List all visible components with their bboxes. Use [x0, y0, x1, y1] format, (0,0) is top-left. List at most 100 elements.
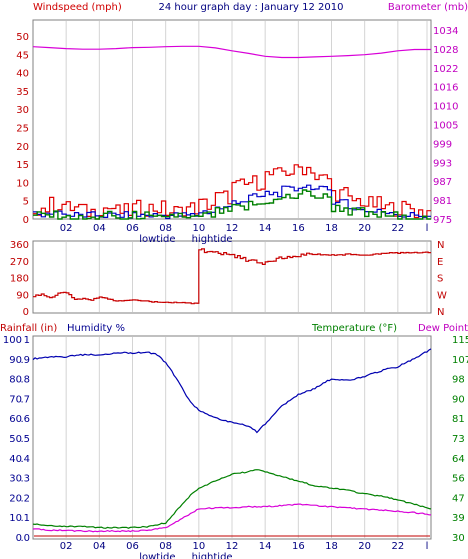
wind-x-tick-label: 22 [391, 223, 404, 234]
wind-x-tick-label: 08 [159, 223, 172, 234]
humidity-tick-label: 100 [3, 335, 22, 346]
temperature-tick-label: 64 [452, 454, 465, 465]
rainfall-tick-label: .3 [20, 474, 30, 485]
windspeed-axis-title: Windspeed (mph) [33, 2, 122, 13]
graph-title: 24 hour graph day : January 12 2010 [159, 2, 344, 13]
compass-tick-label: E [437, 257, 443, 268]
wind-x-tick-label: 12 [226, 223, 239, 234]
barometer-tick-label: 1034 [433, 26, 458, 37]
wind-series-wind [33, 189, 431, 220]
direction-tick-label: 90 [16, 290, 29, 301]
temp-x-tick-label: 12 [226, 541, 239, 552]
barometer-tick-label: 975 [433, 215, 452, 226]
direction-tick-label: 180 [10, 274, 29, 285]
temp-x-tick-label: 14 [259, 541, 272, 552]
direction-tick-label: 0 [23, 307, 29, 318]
humidity-tick-label: 30 [9, 474, 22, 485]
temp-x-tick-label: 04 [93, 541, 106, 552]
rainfall-tick-label: .2 [20, 493, 30, 504]
windspeed-tick-label: 0 [23, 215, 29, 226]
windspeed-tick-label: 10 [16, 178, 29, 189]
temp-x-tick-label: 10 [192, 541, 205, 552]
temperature-tick-label: 115 [452, 335, 468, 346]
windspeed-tick-label: 15 [16, 160, 29, 171]
temp-lowtide-marker: lowtide [139, 552, 175, 559]
wind-series-barometer-mb- [32, 45, 431, 59]
windspeed-tick-label: 45 [16, 50, 29, 61]
humidity-tick-label: 0 [16, 533, 22, 544]
wind-x-tick-label: 16 [292, 223, 305, 234]
dewpoint-axis-title: Dew Point [418, 323, 468, 334]
rainfall-axis-title: Rainfall (in) [0, 323, 57, 334]
rainfall-tick-label: .9 [20, 355, 30, 366]
temp-series-temperature-f- [32, 469, 432, 529]
windspeed-tick-label: 5 [23, 197, 29, 208]
direction-tick-label: 270 [10, 257, 29, 268]
rainfall-tick-label: 1 [24, 335, 30, 346]
humidity-tick-label: 70 [9, 394, 22, 405]
barometer-tick-label: 1028 [433, 45, 458, 56]
wind-x-tick-label: l [426, 223, 429, 234]
temperature-tick-label: 107 [452, 355, 468, 366]
barometer-tick-label: 1010 [433, 102, 458, 113]
rainfall-tick-label: .1 [20, 513, 30, 524]
temp-x-tick-label: 02 [60, 541, 73, 552]
wind-series-gust [33, 164, 431, 220]
humidity-tick-label: 50 [9, 434, 22, 445]
compass-tick-label: N [437, 307, 444, 318]
temp-x-tick-label: 06 [126, 541, 139, 552]
wind-x-tick-label: 18 [325, 223, 338, 234]
compass-tick-label: S [437, 274, 443, 285]
temperature-tick-label: 90 [452, 394, 465, 405]
barometer-tick-label: 993 [433, 158, 452, 169]
temp-x-tick-label: 16 [292, 541, 305, 552]
wind-x-tick-label: 10 [192, 223, 205, 234]
direction-tick-label: 360 [10, 240, 29, 251]
windspeed-tick-label: 20 [16, 142, 29, 153]
rainfall-tick-label: .5 [20, 434, 30, 445]
temperature-axis-title: Temperature (°F) [311, 323, 397, 334]
rainfall-tick-label: .8 [20, 375, 30, 386]
humidity-axis-title: Humidity % [67, 323, 125, 334]
humidity-tick-label: 20 [9, 493, 22, 504]
temperature-tick-label: 47 [452, 493, 465, 504]
barometer-tick-label: 1022 [433, 64, 458, 75]
temp-x-tick-label: l [426, 541, 429, 552]
compass-tick-label: W [437, 290, 447, 301]
wind-lowtide-marker: lowtide [139, 234, 175, 245]
temp-x-tick-label: 22 [391, 541, 404, 552]
rainfall-tick-label: .6 [20, 414, 30, 425]
temp-series-humidity- [32, 348, 432, 434]
temp-hightide-marker: hightide [192, 552, 233, 559]
temp-x-tick-label: 18 [325, 541, 338, 552]
windspeed-tick-label: 50 [16, 32, 29, 43]
barometer-axis-title: Barometer (mb) [388, 2, 468, 13]
wind-x-tick-label: 02 [60, 223, 73, 234]
humidity-tick-label: 60 [9, 414, 22, 425]
windspeed-tick-label: 35 [16, 87, 29, 98]
wind-x-tick-label: 04 [93, 223, 106, 234]
temperature-tick-label: 98 [452, 375, 465, 386]
compass-tick-label: N [437, 240, 444, 251]
windspeed-tick-label: 25 [16, 124, 29, 135]
humidity-tick-label: 80 [9, 375, 22, 386]
barometer-tick-label: 987 [433, 177, 452, 188]
rainfall-tick-label: .7 [20, 394, 30, 405]
barometer-tick-label: 1005 [433, 121, 458, 132]
temp-x-tick-label: 20 [358, 541, 371, 552]
humidity-tick-label: 90 [9, 355, 22, 366]
barometer-tick-label: 999 [433, 139, 452, 150]
windspeed-tick-label: 40 [16, 69, 29, 80]
barometer-tick-label: 1016 [433, 83, 458, 94]
wind-x-tick-label: 06 [126, 223, 139, 234]
wind-x-tick-label: 14 [259, 223, 272, 234]
windspeed-tick-label: 30 [16, 105, 29, 116]
direction-series-line [33, 248, 431, 305]
rainfall-tick-label: .4 [20, 454, 30, 465]
wind-hightide-marker: hightide [192, 234, 233, 245]
wind-x-tick-label: 20 [358, 223, 371, 234]
humidity-tick-label: 40 [9, 454, 22, 465]
barometer-tick-label: 981 [433, 196, 452, 207]
